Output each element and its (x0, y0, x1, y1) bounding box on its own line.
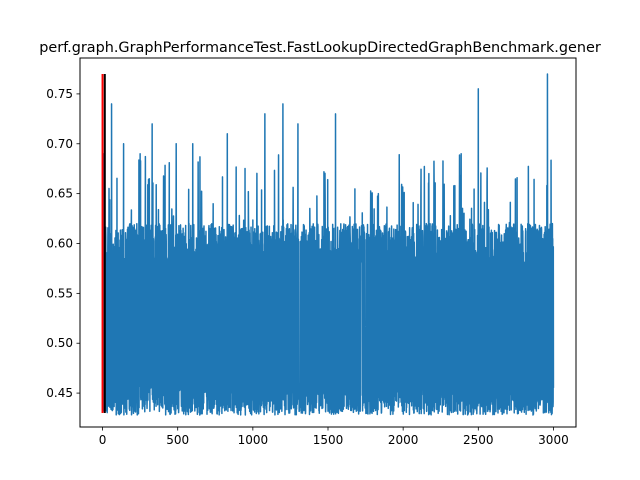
y-tick-label: 0.45 (46, 386, 73, 400)
chart-title: perf.graph.GraphPerformanceTest.FastLook… (39, 40, 601, 56)
x-tick-label: 2500 (463, 433, 494, 447)
plot-area (101, 73, 555, 416)
y-tick-label: 0.70 (46, 137, 73, 151)
y-tick-label: 0.50 (46, 336, 73, 350)
plot-frame (79, 57, 577, 428)
y-axis: 0.45 0.50 0.55 0.60 0.65 0.70 0.75 (46, 87, 80, 400)
x-axis: 0 500 1000 1500 2000 2500 3000 (99, 427, 569, 447)
y-tick-label: 0.60 (46, 236, 73, 250)
series-line-0 (101, 73, 555, 416)
x-tick-label: 0 (99, 433, 107, 447)
x-tick-label: 1500 (313, 433, 344, 447)
x-tick-label: 1000 (238, 433, 269, 447)
y-tick-label: 0.75 (46, 87, 73, 101)
y-tick-label: 0.55 (46, 286, 73, 300)
y-tick-label: 0.65 (46, 187, 73, 201)
x-tick-label: 3000 (538, 433, 569, 447)
x-tick-label: 500 (166, 433, 189, 447)
x-tick-label: 2000 (388, 433, 419, 447)
